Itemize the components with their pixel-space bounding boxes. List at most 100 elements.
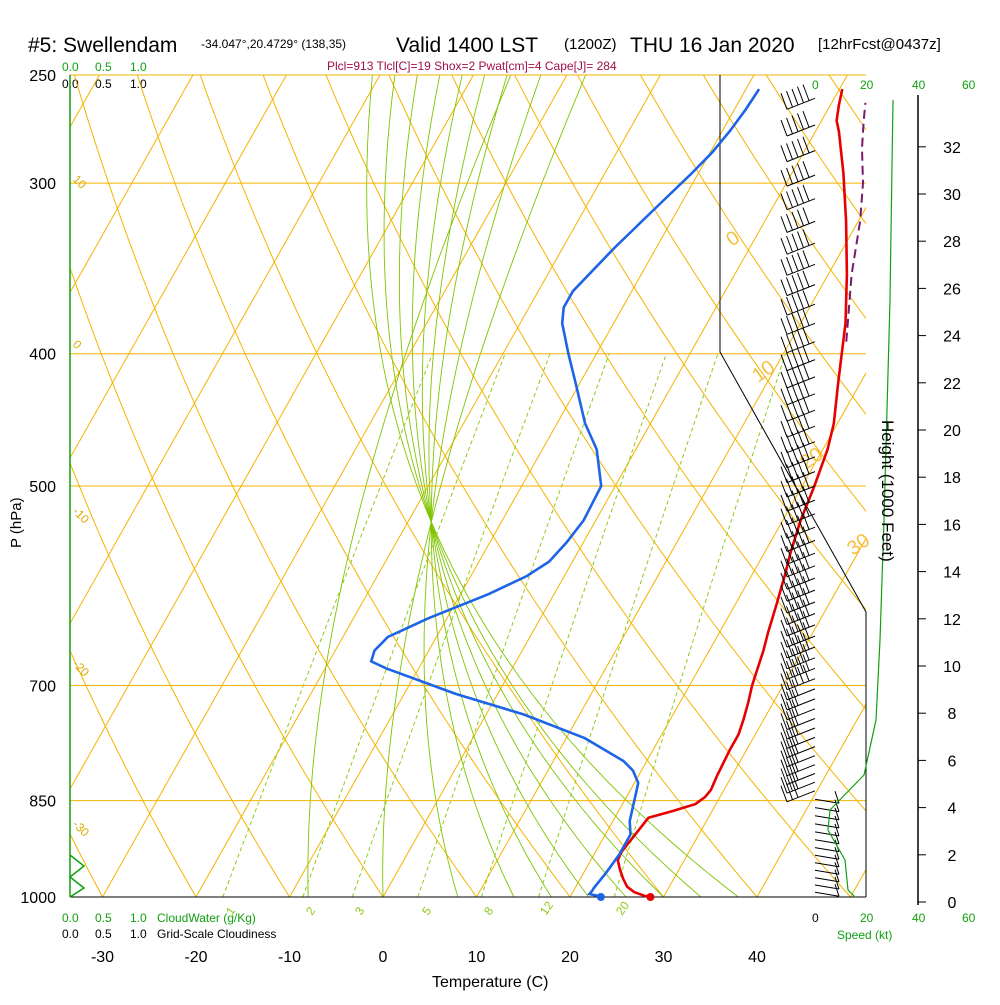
cloud-scale-bottom-green-2: 1.0	[130, 911, 147, 925]
mixing-ratio-line	[539, 354, 718, 897]
y-tick-label: 700	[29, 679, 56, 696]
wind-barb-flag	[803, 363, 809, 379]
height-tick-label: 16	[943, 517, 961, 534]
isotherm-label: -20	[70, 657, 92, 679]
wind-barb-flag	[787, 91, 793, 107]
mixing-ratio-label: 5	[419, 904, 434, 918]
wind-barb-flag	[803, 396, 809, 412]
y-tick-label: 850	[29, 794, 56, 811]
wind-barb-flag	[792, 314, 798, 330]
mixing-ratio-line	[223, 354, 433, 897]
wind-barb-flag	[781, 535, 787, 551]
wind-barb-flag	[787, 533, 793, 549]
isotherm-line	[851, 75, 1000, 897]
wind-barb-flag	[803, 208, 809, 224]
height-tick-label: 22	[943, 376, 961, 393]
wind-barb-flag	[781, 405, 787, 421]
wind-barb-flag	[787, 257, 793, 273]
isotherm-label: -30	[70, 817, 92, 839]
wind-barb-flag	[803, 412, 809, 428]
mixing-ratio-label: 2	[303, 904, 318, 918]
speed-scale-top-1: 20	[860, 78, 874, 92]
theta-label: 10	[748, 356, 779, 387]
wind-barb-flag	[781, 280, 787, 296]
wind-barb-flag	[787, 143, 793, 159]
speed-scale-bottom-2: 40	[912, 911, 926, 925]
wind-barb-flag	[781, 170, 787, 186]
isotherm-label: 10	[70, 172, 90, 192]
height-tick-label: 12	[943, 612, 961, 629]
height-tick-label: 4	[948, 801, 957, 818]
wind-barb-flag	[781, 318, 787, 334]
dewpoint-surface-point	[597, 893, 605, 901]
wind-barb-flag	[787, 403, 793, 419]
wind-barb-flag	[787, 749, 793, 765]
wind-barb-flag	[792, 89, 798, 105]
cloud-scale-bottom-green-1: 0.5	[95, 911, 112, 925]
dry-adiabat-line	[938, 51, 1000, 926]
wind-barb-flag	[792, 295, 798, 311]
dry-adiabat-line	[130, 51, 593, 926]
x-tick-label: 30	[655, 949, 673, 966]
wind-barb-flag	[792, 432, 798, 448]
wind-barb-flag	[803, 185, 809, 201]
wind-barb-flag	[803, 271, 809, 287]
wind-barb-flag	[798, 293, 804, 309]
wind-barb-flag	[781, 194, 787, 210]
wind-barb-flag	[787, 335, 793, 351]
wind-barb-flag	[798, 253, 804, 269]
speed-scale-bottom-3: 60	[962, 911, 976, 925]
height-tick-label: 24	[943, 329, 961, 346]
wind-barb-flag	[787, 730, 793, 746]
wind-barb-flag	[803, 513, 809, 529]
wind-barb-flag	[792, 737, 798, 753]
wind-barb-flag	[803, 161, 809, 177]
x-tick-label: 10	[468, 949, 486, 966]
mixing-ratio-label: 12	[537, 898, 556, 917]
wind-barb-flag	[781, 337, 787, 353]
dry-adiabat-line	[0, 51, 118, 926]
y-tick-label: 400	[29, 347, 56, 364]
wind-barb-flag	[792, 384, 798, 400]
wind-barb-flag	[787, 236, 793, 252]
mixing-ratio-line	[614, 354, 785, 897]
cloud-water-marks	[70, 855, 84, 897]
wind-barb-flag	[781, 238, 787, 254]
wind-barb-flag	[792, 332, 798, 348]
wind-barb-flag	[781, 120, 787, 136]
wind-barb-flag	[781, 742, 787, 758]
wind-barb-flag	[803, 111, 809, 127]
wind-barb-flag	[798, 164, 804, 180]
height-tick-label: 20	[943, 423, 961, 440]
mixing-ratio-label: 8	[481, 904, 496, 918]
wind-barb-flag	[781, 760, 787, 776]
wind-barb-flag	[781, 259, 787, 275]
height-tick-label: 10	[943, 659, 961, 676]
wind-barb-flag	[798, 365, 804, 381]
mixing-ratio-label: 20	[613, 898, 632, 917]
wind-barb-flag	[781, 522, 787, 538]
wind-barb-flag	[792, 719, 798, 735]
speed-scale-bottom-black-0: 0	[812, 911, 819, 925]
cloud-scale-bottom-black-1: 0.5	[95, 927, 112, 941]
mixing-ratio-line	[352, 354, 550, 897]
wind-barb-flag	[787, 316, 793, 332]
wind-barb-flag	[792, 401, 798, 417]
y-tick-label: 1000	[20, 890, 56, 907]
dry-adiabat-line	[5, 51, 402, 926]
wind-barb-flag	[803, 527, 809, 543]
height-tick-label: 0	[948, 895, 957, 912]
wind-barb-flag	[787, 758, 793, 774]
wind-barb-flag	[781, 146, 787, 162]
valid-date: THU 16 Jan 2020	[630, 34, 795, 57]
wind-barb-flag	[798, 382, 804, 398]
height-tick-label: 14	[943, 565, 961, 582]
wind-barb-flag	[781, 723, 787, 739]
cloud-scale-top-green-2: 1.0	[130, 60, 147, 74]
station-title: #5: Swellendam	[28, 34, 177, 57]
cloud-scale-bottom-black-0: 0.0	[62, 927, 79, 941]
station-coords: -34.047°,20.4729° (138,35)	[201, 37, 346, 51]
speed-scale-top-0: 0	[812, 78, 819, 92]
